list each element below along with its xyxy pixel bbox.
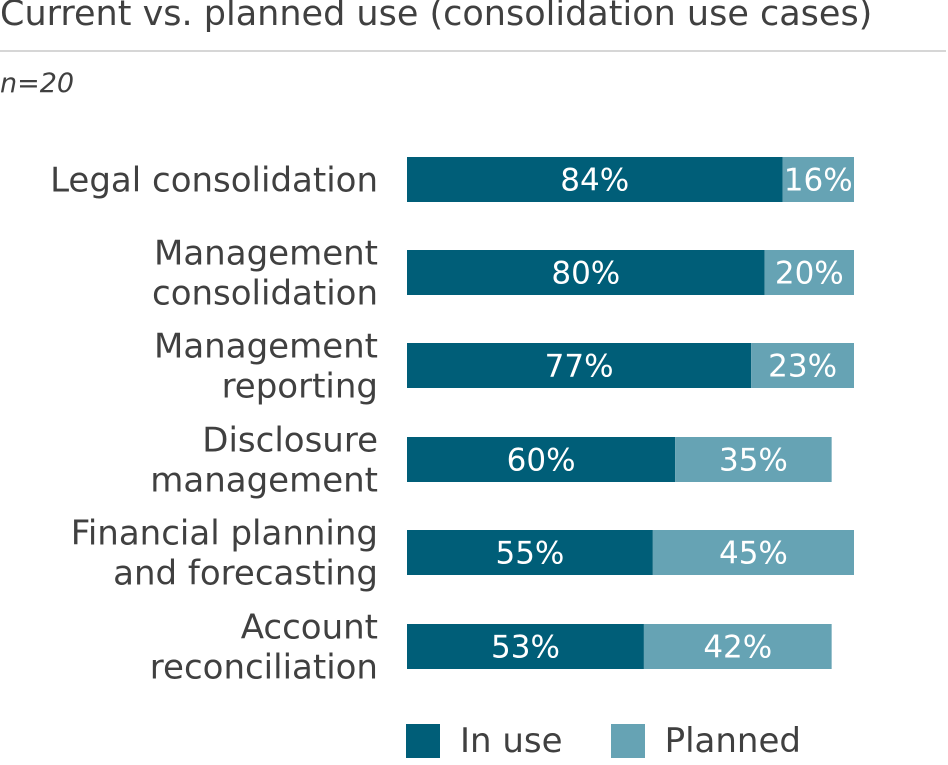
- bar-segment-planned: [782, 157, 854, 202]
- bar-segment-planned: [643, 624, 832, 669]
- legend: In use Planned: [406, 720, 849, 762]
- data-label-planned: 42%: [703, 630, 772, 666]
- category-label: Management reporting: [154, 327, 378, 407]
- legend-swatch-planned: [610, 724, 645, 758]
- data-label-in-use: 84%: [560, 163, 629, 199]
- bar-segment-in-use: [407, 624, 644, 669]
- category-label: Account reconciliation: [150, 608, 378, 688]
- legend-swatch-in-use: [406, 724, 440, 758]
- bar-segment-in-use: [407, 343, 752, 388]
- data-label-planned: 20%: [775, 256, 844, 292]
- data-label-in-use: 80%: [551, 256, 620, 292]
- category-label: Legal consolidation: [50, 161, 378, 201]
- data-label-planned: 35%: [719, 443, 788, 479]
- bar-segment-planned: [652, 530, 854, 575]
- data-label-in-use: 60%: [507, 443, 576, 479]
- bar-segment-in-use: [407, 437, 676, 482]
- data-label-in-use: 53%: [491, 630, 560, 666]
- data-label-in-use: 77%: [545, 349, 614, 385]
- legend-label-planned: Planned: [664, 721, 801, 761]
- category-label: Management consolidation: [152, 234, 378, 314]
- data-label-planned: 45%: [719, 536, 788, 572]
- bar-segment-planned: [675, 437, 832, 482]
- bar-segment-in-use: [407, 250, 765, 295]
- data-label-planned: 16%: [784, 163, 853, 199]
- legend-label-in-use: In use: [460, 721, 563, 761]
- category-label: Financial planning and forecasting: [71, 514, 378, 594]
- data-label-planned: 23%: [768, 349, 837, 385]
- bar-segment-in-use: [407, 157, 783, 202]
- bar-segment-planned: [764, 250, 854, 295]
- data-label-in-use: 55%: [495, 536, 564, 572]
- title-divider: [0, 50, 946, 52]
- chart-title: Current vs. planned use (consolidation u…: [0, 0, 873, 34]
- category-label: Disclosure management: [150, 421, 378, 501]
- bar-segment-planned: [751, 343, 854, 388]
- chart-subtitle: n=20: [0, 68, 75, 99]
- bar-segment-in-use: [407, 530, 653, 575]
